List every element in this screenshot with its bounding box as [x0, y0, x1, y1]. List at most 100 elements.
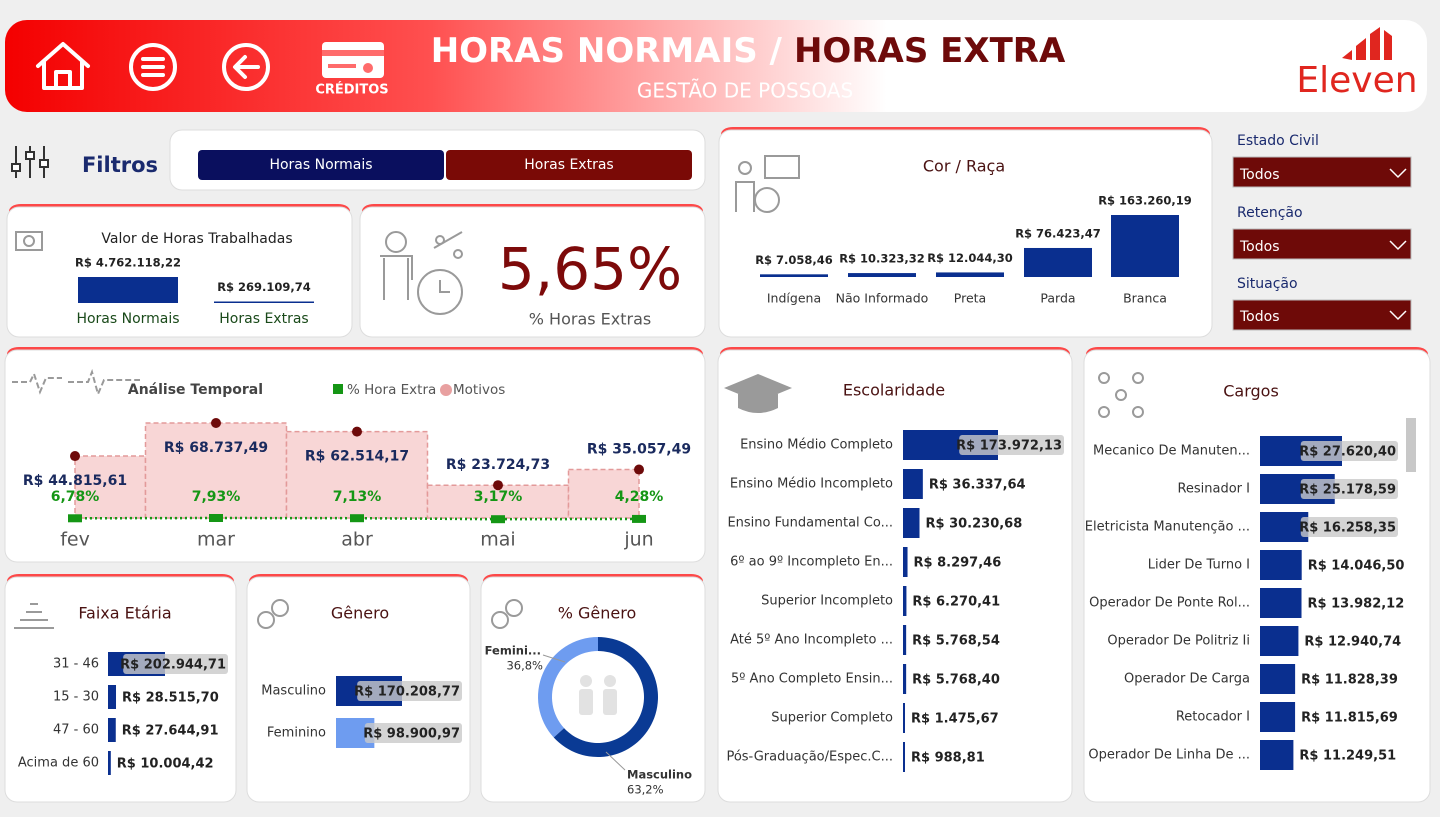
point — [70, 451, 80, 462]
donut-slice — [553, 637, 658, 757]
menu-button[interactable] — [129, 43, 177, 91]
data-label: R$ 5.768,54 — [912, 634, 1000, 649]
data-label: R$ 98.900,97 — [363, 727, 460, 742]
credits-label: CRÉDITOS — [315, 82, 388, 98]
title-part: HORAS NORMAIS / — [431, 31, 783, 71]
data-label: R$ 44.815,61 — [23, 473, 127, 489]
bar — [1260, 626, 1299, 656]
bar — [1260, 740, 1294, 770]
data-label: R$ 28.515,70 — [122, 691, 219, 706]
bar — [108, 685, 117, 709]
data-label: R$ 11.249,51 — [1299, 749, 1396, 764]
bar — [903, 625, 907, 655]
category-label: Lider De Turno I — [1148, 558, 1250, 573]
area-step — [285, 430, 429, 519]
slicer-label: Retenção — [1237, 205, 1303, 221]
slice-label: Femini... — [485, 644, 541, 658]
bar — [214, 301, 314, 303]
page-subtitle: GESTÃO DE POSSOAS — [637, 79, 853, 103]
data-label: R$ 25.178,59 — [1299, 483, 1396, 498]
bar — [1260, 550, 1302, 580]
data-label: R$ 68.737,49 — [164, 440, 268, 456]
home-button[interactable] — [36, 42, 90, 90]
category-label: Pós-Graduação/Espec.C... — [726, 750, 893, 765]
card — [718, 129, 1213, 338]
data-label: 3,17% — [474, 489, 523, 505]
slicer-dropdown[interactable]: Todos — [1232, 156, 1412, 188]
x-tick-label: mar — [197, 529, 235, 551]
area-step — [74, 455, 147, 519]
data-label: R$ 14.046,50 — [1308, 559, 1405, 574]
card-title: Faixa Etária — [78, 604, 171, 623]
card — [480, 576, 706, 803]
category-label: Até 5º Ano Incompleto ... — [730, 633, 893, 648]
data-label: R$ 12.940,74 — [1304, 635, 1401, 650]
data-label: R$ 7.058,46 — [755, 253, 833, 267]
point — [209, 514, 223, 522]
filter-button-label: Horas Extras — [524, 157, 613, 173]
data-label: R$ 1.475,67 — [911, 712, 999, 727]
slice-value: 63,2% — [627, 783, 664, 797]
title-part: HORAS EXTRA — [794, 31, 1066, 71]
bar — [903, 547, 908, 577]
category-label: Preta — [954, 291, 986, 306]
slicer-label: Situação — [1237, 276, 1298, 292]
card-title: Cargos — [1223, 382, 1279, 401]
data-label: R$ 10.323,32 — [839, 252, 925, 266]
card — [1083, 349, 1431, 803]
data-label: R$ 62.514,17 — [305, 449, 409, 465]
card — [4, 576, 237, 803]
filter-button[interactable]: Horas Normais — [198, 150, 444, 180]
bar — [903, 703, 905, 733]
point — [491, 515, 505, 524]
bar — [903, 469, 923, 499]
slicer-dropdown[interactable]: Todos — [1232, 299, 1412, 331]
data-label: R$ 27.620,40 — [1299, 445, 1396, 460]
slicer-value: Todos — [1239, 239, 1279, 255]
slice-label: Masculino — [627, 768, 692, 782]
data-label: 4,28% — [615, 489, 664, 505]
data-label: R$ 16.258,35 — [1299, 521, 1396, 536]
category-label: Operador De Politriz Ii — [1107, 634, 1250, 649]
logo: Eleven — [1296, 27, 1418, 101]
filter-button[interactable]: Horas Extras — [446, 150, 692, 180]
page-title: HORAS NORMAIS / HORAS EXTRA — [431, 31, 1066, 71]
data-label: R$ 11.828,39 — [1301, 673, 1398, 688]
card-title: Análise Temporal — [128, 382, 263, 398]
card-title: Valor de Horas Trabalhadas — [101, 231, 292, 247]
card-title: Cor / Raça — [923, 157, 1005, 176]
category-label: Branca — [1123, 291, 1167, 306]
x-tick-label: mai — [480, 529, 515, 551]
card — [359, 206, 706, 338]
bar — [1260, 588, 1302, 618]
bar — [903, 664, 907, 694]
category-label: Superior Incompleto — [761, 594, 893, 609]
category-label: Não Informado — [836, 291, 929, 306]
bar — [903, 742, 905, 772]
category-label: 31 - 46 — [53, 657, 99, 672]
x-tick-label: jun — [623, 529, 653, 551]
data-label: R$ 173.972,13 — [956, 439, 1062, 454]
legend-swatch — [333, 384, 343, 394]
slice-value: 36,8% — [506, 659, 543, 673]
card-icons — [12, 155, 1416, 715]
kpi-value: 5,65% — [498, 235, 682, 303]
filters-title: Filtros — [82, 153, 158, 177]
slicer-dropdown[interactable]: Todos — [1232, 228, 1412, 260]
data-label: R$ 988,81 — [911, 751, 985, 766]
back-button[interactable] — [222, 43, 270, 91]
slicer-label: Estado Civil — [1237, 133, 1319, 149]
data-label: R$ 23.724,73 — [446, 457, 550, 473]
label-background — [1300, 441, 1398, 461]
data-label: R$ 10.004,42 — [117, 757, 214, 772]
x-tick-label: abr — [341, 529, 373, 551]
category-label: Superior Completo — [771, 711, 893, 726]
card — [6, 206, 353, 338]
data-label: R$ 202.944,71 — [120, 658, 226, 673]
slicer-value: Todos — [1239, 167, 1279, 183]
data-label: R$ 170.208,77 — [354, 685, 460, 700]
label-background — [959, 435, 1064, 455]
credits-button[interactable]: CRÉDITOS — [315, 42, 389, 98]
